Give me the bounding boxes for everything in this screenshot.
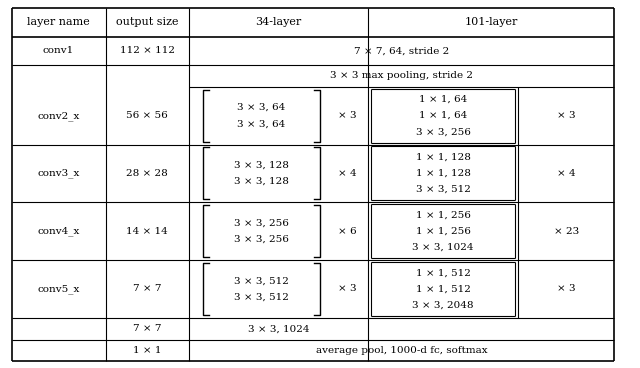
- Text: 3 × 3, 128: 3 × 3, 128: [234, 161, 289, 170]
- Text: 3 × 3, 128: 3 × 3, 128: [234, 177, 289, 186]
- Text: 3 × 3, 1024: 3 × 3, 1024: [412, 243, 474, 252]
- Text: 14 × 14: 14 × 14: [126, 227, 168, 236]
- Text: average pool, 1000-d fc, softmax: average pool, 1000-d fc, softmax: [316, 346, 488, 355]
- Text: 3 × 3, 256: 3 × 3, 256: [234, 219, 289, 227]
- Text: conv1: conv1: [43, 46, 74, 55]
- Text: 1 × 1, 256: 1 × 1, 256: [416, 227, 470, 236]
- Text: 7 × 7: 7 × 7: [133, 324, 161, 333]
- Text: 101-layer: 101-layer: [465, 17, 518, 27]
- Text: 3 × 3 max pooling, stride 2: 3 × 3 max pooling, stride 2: [330, 71, 473, 80]
- Text: 3 × 3, 512: 3 × 3, 512: [234, 293, 289, 301]
- Text: conv4_x: conv4_x: [37, 226, 80, 236]
- Text: 3 × 3, 2048: 3 × 3, 2048: [412, 301, 474, 309]
- Text: 3 × 3, 256: 3 × 3, 256: [234, 235, 289, 244]
- Text: 1 × 1: 1 × 1: [133, 346, 161, 355]
- Text: × 23: × 23: [554, 227, 579, 236]
- Text: 3 × 3, 512: 3 × 3, 512: [416, 185, 470, 194]
- Text: 3 × 3, 64: 3 × 3, 64: [237, 103, 285, 112]
- Text: 1 × 1, 128: 1 × 1, 128: [416, 153, 470, 162]
- Text: 1 × 1, 128: 1 × 1, 128: [416, 169, 470, 178]
- Text: layer name: layer name: [27, 17, 90, 27]
- Text: 1 × 1, 512: 1 × 1, 512: [416, 268, 470, 277]
- Text: conv3_x: conv3_x: [37, 169, 80, 178]
- Text: 3 × 3, 1024: 3 × 3, 1024: [248, 324, 309, 333]
- Text: 56 × 56: 56 × 56: [126, 111, 168, 120]
- Text: 7 × 7, 64, stride 2: 7 × 7, 64, stride 2: [354, 46, 449, 55]
- Text: × 3: × 3: [338, 111, 356, 120]
- Text: 7 × 7: 7 × 7: [133, 284, 161, 293]
- Text: 3 × 3, 64: 3 × 3, 64: [237, 119, 285, 128]
- Text: × 3: × 3: [338, 284, 356, 293]
- Text: 1 × 1, 512: 1 × 1, 512: [416, 284, 470, 293]
- Text: 1 × 1, 64: 1 × 1, 64: [419, 95, 467, 104]
- Text: output size: output size: [116, 17, 179, 27]
- Text: 3 × 3, 512: 3 × 3, 512: [234, 276, 289, 285]
- Text: 112 × 112: 112 × 112: [120, 46, 175, 55]
- Text: × 4: × 4: [338, 169, 356, 178]
- Text: × 4: × 4: [557, 169, 576, 178]
- Text: × 3: × 3: [557, 284, 576, 293]
- Text: × 3: × 3: [557, 111, 576, 120]
- Text: 1 × 1, 64: 1 × 1, 64: [419, 111, 467, 120]
- Text: conv2_x: conv2_x: [37, 111, 80, 120]
- Text: × 6: × 6: [338, 227, 356, 236]
- Text: 28 × 28: 28 × 28: [126, 169, 168, 178]
- Text: conv5_x: conv5_x: [37, 284, 80, 294]
- Text: 34-layer: 34-layer: [255, 17, 301, 27]
- Text: 3 × 3, 256: 3 × 3, 256: [416, 127, 470, 137]
- Text: 1 × 1, 256: 1 × 1, 256: [416, 210, 470, 220]
